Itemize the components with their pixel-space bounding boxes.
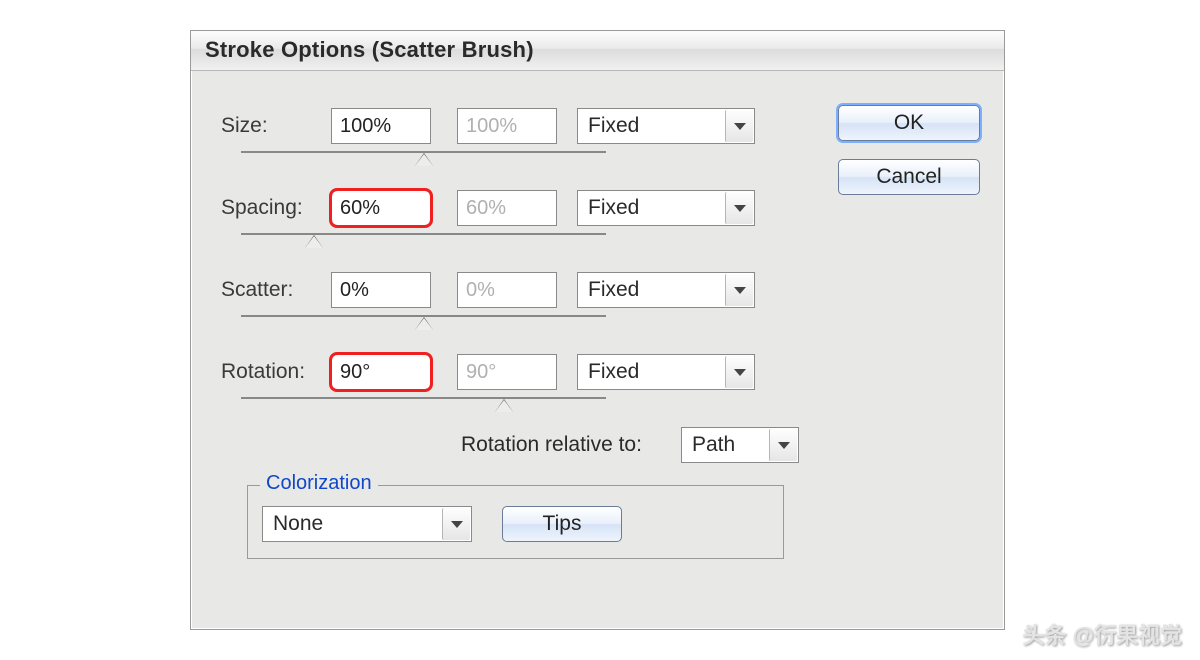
rotation-input[interactable]	[331, 354, 431, 390]
scatter-mode-value: Fixed	[588, 278, 639, 302]
size-mode-chevron[interactable]	[725, 110, 753, 142]
scatter-mode-chevron[interactable]	[725, 274, 753, 306]
spacing-input2	[457, 190, 557, 226]
chevron-down-icon	[451, 521, 463, 528]
tips-button[interactable]: Tips	[502, 506, 622, 542]
spacing-label: Spacing:	[221, 196, 331, 220]
dialog-content: OK Cancel Size: Fixed Spacing: Fixed	[191, 71, 1004, 629]
chevron-down-icon	[778, 442, 790, 449]
size-input[interactable]	[331, 108, 431, 144]
scatter-slider-thumb[interactable]	[415, 317, 433, 330]
rotation-relative-label: Rotation relative to:	[461, 433, 671, 457]
colorization-value: None	[273, 512, 323, 536]
chevron-down-icon	[734, 287, 746, 294]
spacing-slider-thumb[interactable]	[305, 235, 323, 248]
spacing-mode-combo[interactable]: Fixed	[577, 190, 755, 226]
rotation-mode-chevron[interactable]	[725, 356, 753, 388]
rotation-slider-thumb[interactable]	[495, 399, 513, 412]
rotation-relative-value: Path	[692, 433, 735, 457]
scatter-mode-combo[interactable]: Fixed	[577, 272, 755, 308]
colorization-combo[interactable]: None	[262, 506, 472, 542]
rotation-slider-track[interactable]	[241, 397, 606, 399]
colorization-fieldset: Colorization None Tips	[247, 485, 784, 559]
spacing-row: Spacing: Fixed	[221, 187, 980, 229]
rotation-input2	[457, 354, 557, 390]
size-label: Size:	[221, 114, 331, 138]
rotation-relative-row: Rotation relative to: Path	[221, 427, 980, 463]
size-slider-thumb[interactable]	[415, 153, 433, 166]
colorization-legend: Colorization	[260, 472, 378, 495]
size-mode-combo[interactable]: Fixed	[577, 108, 755, 144]
chevron-down-icon	[734, 123, 746, 130]
spacing-mode-chevron[interactable]	[725, 192, 753, 224]
rotation-relative-chevron[interactable]	[769, 429, 797, 461]
stroke-options-dialog: Stroke Options (Scatter Brush) OK Cancel…	[190, 30, 1005, 630]
rotation-mode-value: Fixed	[588, 360, 639, 384]
spacing-mode-value: Fixed	[588, 196, 639, 220]
chevron-down-icon	[734, 369, 746, 376]
rotation-relative-combo[interactable]: Path	[681, 427, 799, 463]
size-mode-value: Fixed	[588, 114, 639, 138]
watermark-text: 头条 @衍果视觉	[1022, 618, 1182, 650]
spacing-input[interactable]	[331, 190, 431, 226]
scatter-row: Scatter: Fixed	[221, 269, 980, 311]
dialog-title: Stroke Options (Scatter Brush)	[191, 31, 1004, 71]
size-row: Size: Fixed	[221, 105, 980, 147]
colorization-chevron[interactable]	[442, 508, 470, 540]
scatter-input[interactable]	[331, 272, 431, 308]
spacing-slider-track[interactable]	[241, 233, 606, 235]
scatter-input2	[457, 272, 557, 308]
rotation-row: Rotation: Fixed	[221, 351, 980, 393]
rotation-label: Rotation:	[221, 360, 331, 384]
chevron-down-icon	[734, 205, 746, 212]
rotation-mode-combo[interactable]: Fixed	[577, 354, 755, 390]
scatter-label: Scatter:	[221, 278, 331, 302]
size-input2	[457, 108, 557, 144]
